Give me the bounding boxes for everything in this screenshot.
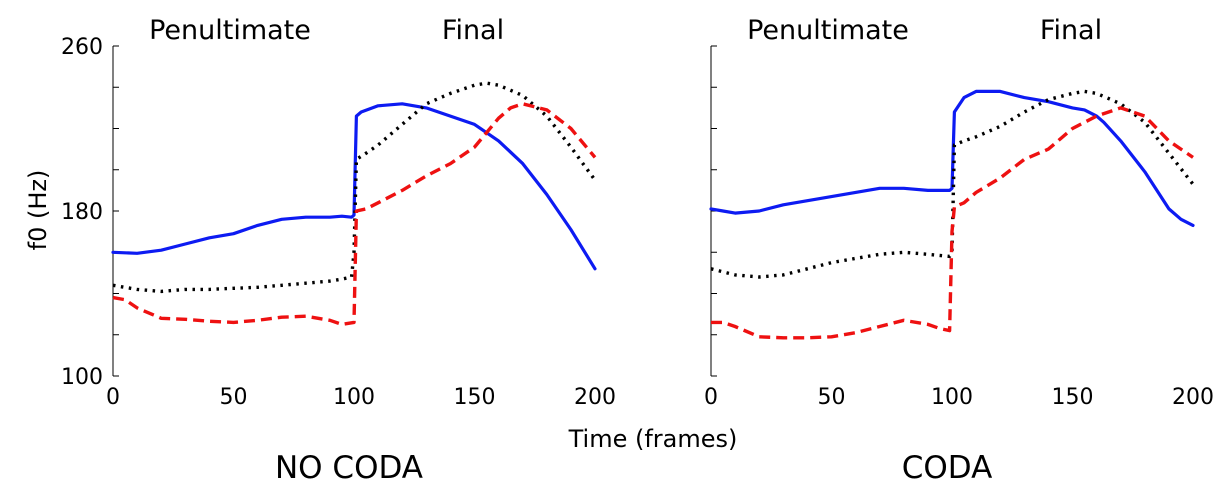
x-tick-label: 50 — [818, 385, 846, 410]
x-tick-label: 200 — [574, 385, 616, 410]
x-tick-label: 100 — [333, 385, 375, 410]
x-tick-label: 200 — [1172, 385, 1214, 410]
series-line-dashed — [711, 106, 1194, 340]
section-label: Penultimate — [747, 15, 909, 46]
series-line-dotted — [710, 89, 1195, 279]
series-line-dashed — [112, 102, 597, 327]
x-tick-label: 0 — [106, 385, 120, 410]
x-tick-label: 150 — [454, 385, 496, 410]
x-axis-label: Time (frames) — [568, 425, 738, 453]
section-label: Final — [442, 15, 504, 46]
x-tick-label: 150 — [1052, 385, 1094, 410]
series-line-solid — [111, 102, 597, 271]
panel-title: NO CODA — [275, 450, 423, 479]
x-tick-label: 100 — [931, 385, 973, 410]
y-tick-label: 260 — [61, 35, 103, 60]
section-label: Final — [1040, 15, 1102, 46]
y-axis-label: f0 (Hz) — [24, 170, 52, 251]
x-tick-label: 50 — [220, 385, 248, 410]
section-label: Penultimate — [149, 15, 311, 46]
y-tick-label: 100 — [61, 365, 103, 390]
x-tick-label: 0 — [704, 385, 718, 410]
panel-title: CODA — [902, 450, 993, 479]
y-tick-label: 180 — [61, 200, 103, 225]
series-line-solid — [709, 89, 1195, 227]
series-line-dotted — [112, 81, 597, 294]
